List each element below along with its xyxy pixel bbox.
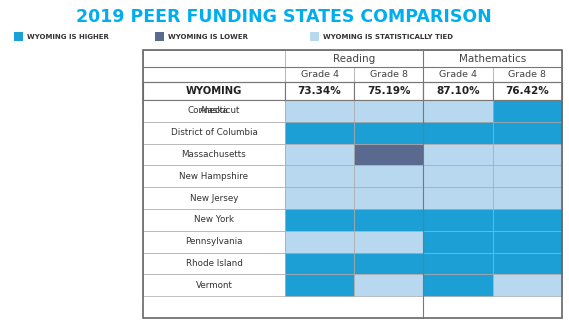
Bar: [423, 252, 493, 274]
Bar: [143, 50, 285, 67]
Bar: [285, 187, 354, 209]
Bar: [354, 187, 423, 209]
Bar: [354, 100, 423, 122]
Text: 75.19%: 75.19%: [367, 86, 411, 96]
Bar: [493, 82, 562, 100]
Text: WYOMING IS HIGHER: WYOMING IS HIGHER: [27, 33, 109, 40]
Bar: [285, 144, 354, 166]
Bar: [285, 231, 354, 252]
Bar: [423, 231, 493, 252]
Bar: [354, 166, 423, 187]
Bar: [423, 209, 493, 231]
Text: Massachusetts: Massachusetts: [182, 150, 246, 159]
Bar: [285, 100, 354, 122]
Bar: [143, 50, 562, 318]
Text: 2019 PEER FUNDING STATES COMPARISON: 2019 PEER FUNDING STATES COMPARISON: [76, 8, 492, 26]
Text: Mathematics: Mathematics: [459, 53, 526, 63]
Bar: [493, 231, 562, 252]
Bar: [423, 50, 562, 67]
Bar: [143, 144, 285, 166]
Bar: [423, 82, 493, 100]
Bar: [143, 82, 285, 100]
Text: Reading: Reading: [333, 53, 376, 63]
Text: District of Columbia: District of Columbia: [171, 128, 257, 137]
Text: 87.10%: 87.10%: [436, 86, 480, 96]
Text: WYOMING IS STATISTICALLY TIED: WYOMING IS STATISTICALLY TIED: [323, 33, 453, 40]
Text: Grade 4: Grade 4: [300, 70, 339, 79]
Bar: [423, 144, 493, 166]
Text: New Hampshire: New Hampshire: [179, 172, 249, 181]
Bar: [310, 32, 319, 41]
Bar: [354, 209, 423, 231]
Text: New Jersey: New Jersey: [190, 194, 238, 203]
Bar: [423, 100, 493, 122]
Text: New York: New York: [194, 215, 234, 224]
Bar: [354, 67, 423, 82]
Bar: [493, 100, 562, 122]
Bar: [285, 252, 354, 274]
Bar: [354, 231, 423, 252]
Bar: [493, 187, 562, 209]
Bar: [423, 187, 493, 209]
Bar: [493, 274, 562, 296]
Bar: [285, 100, 354, 122]
Bar: [423, 122, 493, 144]
Bar: [354, 100, 423, 122]
Text: 73.34%: 73.34%: [298, 86, 341, 96]
Bar: [143, 100, 285, 122]
Bar: [143, 252, 285, 274]
Bar: [493, 122, 562, 144]
Bar: [143, 209, 285, 231]
Bar: [493, 166, 562, 187]
Bar: [285, 82, 354, 100]
Bar: [493, 209, 562, 231]
Bar: [423, 67, 493, 82]
Bar: [143, 274, 285, 296]
Text: Alaska: Alaska: [200, 106, 228, 115]
Bar: [354, 252, 423, 274]
Bar: [285, 122, 354, 144]
Bar: [423, 166, 493, 187]
Text: Rhode Island: Rhode Island: [185, 259, 242, 268]
Bar: [493, 100, 562, 122]
Bar: [143, 187, 285, 209]
Bar: [285, 166, 354, 187]
Bar: [423, 100, 493, 122]
Bar: [354, 274, 423, 296]
Text: Pennsylvania: Pennsylvania: [185, 237, 243, 246]
Bar: [285, 67, 354, 82]
Text: Grade 4: Grade 4: [439, 70, 477, 79]
Bar: [14, 32, 23, 41]
Bar: [285, 50, 423, 67]
Bar: [493, 67, 562, 82]
Bar: [143, 67, 285, 82]
Bar: [285, 274, 354, 296]
Bar: [285, 209, 354, 231]
Bar: [493, 144, 562, 166]
Bar: [493, 252, 562, 274]
Text: 76.42%: 76.42%: [505, 86, 549, 96]
Bar: [423, 274, 493, 296]
Text: WYOMING: WYOMING: [186, 86, 242, 96]
Bar: [155, 32, 164, 41]
Bar: [143, 122, 285, 144]
Text: WYOMING IS LOWER: WYOMING IS LOWER: [168, 33, 248, 40]
Bar: [143, 100, 285, 122]
Text: Grade 8: Grade 8: [508, 70, 546, 79]
Bar: [354, 144, 423, 166]
Bar: [354, 122, 423, 144]
Bar: [143, 231, 285, 252]
Text: Grade 8: Grade 8: [370, 70, 408, 79]
Text: Connecticut: Connecticut: [188, 106, 240, 115]
Text: Vermont: Vermont: [196, 281, 233, 290]
Bar: [143, 166, 285, 187]
Bar: [354, 82, 423, 100]
